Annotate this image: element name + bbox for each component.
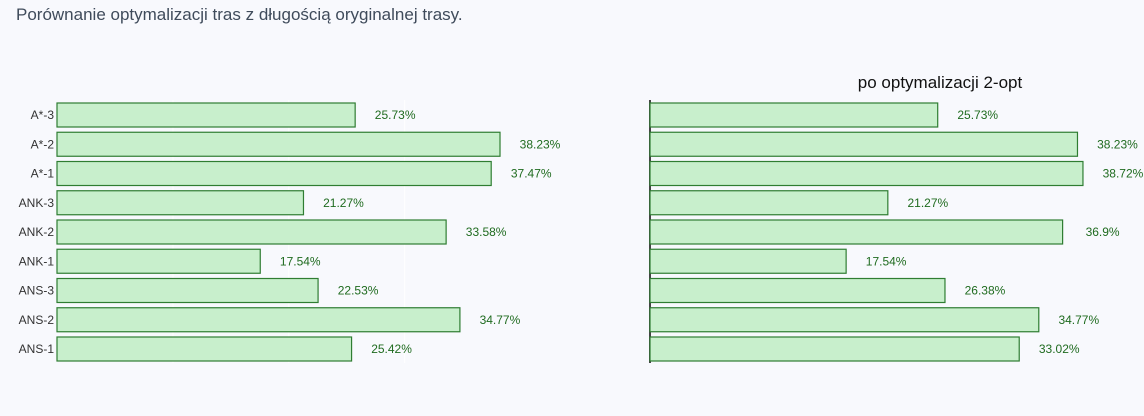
bar-ank2-1 [56, 219, 447, 245]
bar-ans3-2 [649, 277, 946, 304]
category-tick-label: ANK-3 [19, 196, 55, 210]
bar-ank3-2 [649, 190, 889, 216]
data-label: 36.9% [1086, 225, 1120, 239]
data-label: 26.38% [965, 284, 1006, 298]
data-label: 38.23% [1097, 137, 1138, 151]
category-tick-label: A*-3 [31, 108, 55, 122]
category-tick-label: A*-1 [31, 167, 55, 181]
data-label: 34.77% [1058, 313, 1099, 327]
data-label: 21.27% [907, 196, 948, 210]
bar-a1-1 [56, 160, 492, 187]
data-label: 34.77% [480, 313, 521, 327]
bar-ank2-2 [649, 219, 1064, 245]
chart-panel-2: po optymalizacji 2-opt 25.73% 38.23% 38.72%… [649, 73, 1144, 363]
category-tick-label: ANK-1 [19, 254, 55, 268]
chart-panel-1: 25.73% A*-3 38.23% A*-2 37.47% A*-1 21.27% ANK-… [19, 100, 561, 363]
data-label: 25.73% [957, 108, 998, 122]
category-tick-label: ANS-2 [19, 313, 55, 327]
bar-ans1-2 [649, 336, 1020, 362]
bar-a2-2 [649, 131, 1079, 157]
data-label: 38.72% [1103, 167, 1144, 181]
bar-ans3-1 [56, 277, 319, 304]
bar-ank1-2 [649, 248, 847, 274]
bar-ank1-1 [56, 248, 261, 274]
data-label: 22.53% [338, 284, 379, 298]
data-label: 17.54% [280, 254, 321, 268]
bar-ank3-1 [56, 190, 305, 216]
bar-ans2-2 [649, 307, 1040, 333]
data-label: 21.27% [323, 196, 364, 210]
data-label: 33.02% [1039, 342, 1080, 356]
data-label: 17.54% [866, 254, 907, 268]
bar-a3-1 [56, 102, 356, 128]
bar-a1-2 [649, 160, 1084, 187]
data-label: 37.47% [511, 167, 552, 181]
bar-a3-2 [649, 102, 939, 128]
data-label: 25.73% [375, 108, 416, 122]
bar-ans1-1 [56, 336, 353, 362]
panel-title: po optymalizacji 2-opt [858, 73, 1023, 92]
data-label: 38.23% [520, 137, 561, 151]
data-label: 25.42% [371, 342, 412, 356]
category-tick-label: ANS-1 [19, 342, 55, 356]
bar-a2-1 [56, 131, 501, 157]
data-label: 33.58% [466, 225, 507, 239]
chart-main-title: Porównanie optymalizacji tras z długości… [16, 5, 463, 24]
category-tick-label: ANS-3 [19, 284, 55, 298]
category-tick-label: ANK-2 [19, 225, 55, 239]
bar-ans2-1 [56, 307, 461, 333]
category-tick-label: A*-2 [31, 137, 55, 151]
